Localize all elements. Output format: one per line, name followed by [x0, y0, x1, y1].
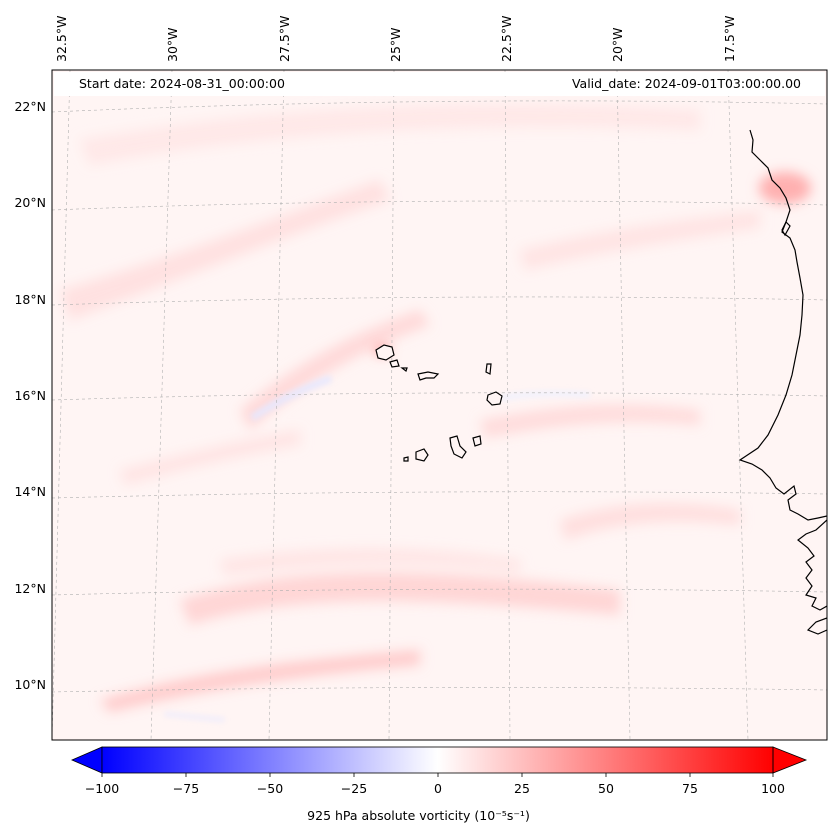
- colorbar-gradient: [102, 747, 773, 773]
- lat-label: 18°N: [14, 292, 46, 307]
- coastline: [738, 129, 827, 635]
- lat-label: 20°N: [14, 195, 46, 210]
- island-brava: [403, 456, 409, 462]
- island-santo-antao: [375, 344, 395, 361]
- colorbar-tick-label: 0: [434, 781, 442, 796]
- lat-label: 16°N: [14, 388, 46, 403]
- africa-coastline: [738, 129, 827, 635]
- lon-label: 27.5°W: [277, 16, 292, 62]
- colorbar-tick-label: 50: [598, 781, 614, 796]
- cape-verde-islands: [375, 344, 503, 462]
- latitude-labels: 22°N 20°N 18°N 16°N 14°N 12°N 10°N: [14, 99, 46, 692]
- vorticity-field-background: [52, 70, 827, 740]
- colorbar-tickmarks: [101, 773, 774, 777]
- valid-date-label: Valid_date: 2024-09-01T03:00:00.00: [571, 76, 801, 91]
- lat-label: 12°N: [14, 581, 46, 596]
- lon-label: 25°W: [388, 27, 403, 62]
- colorbar-tick-label: −100: [85, 781, 119, 796]
- island-maio: [472, 435, 482, 447]
- map-frame: [51, 69, 828, 741]
- colorbar: −100 −75 −50 −25 0 25 50 75 100: [70, 746, 808, 796]
- colorbar-tick-label: 25: [514, 781, 530, 796]
- lon-label: 32.5°W: [54, 16, 69, 62]
- lat-label: 22°N: [14, 99, 46, 114]
- colorbar-tick-label: 100: [761, 781, 785, 796]
- map-panel: [52, 70, 827, 740]
- colorbar-tick-label: −25: [341, 781, 367, 796]
- colorbar-min-extend: [70, 746, 103, 774]
- date-header-box: [54, 72, 825, 96]
- colorbar-max-extend: [772, 746, 808, 774]
- island-santiago: [449, 435, 467, 459]
- island-sao-nicolau: [417, 371, 440, 381]
- coastal-inlet: [781, 220, 791, 237]
- island-boa-vista: [486, 391, 503, 406]
- island-sal: [485, 363, 492, 375]
- map-gridlines: [52, 70, 827, 740]
- negative-vorticity-streaks: [164, 375, 590, 722]
- colorbar-outline: [101, 746, 774, 774]
- island-sao-vicente: [389, 359, 400, 368]
- longitude-labels: 32.5°W 30°W 27.5°W 25°W 22.5°W 20°W 17.5…: [54, 16, 737, 62]
- lon-label: 22.5°W: [499, 16, 514, 62]
- colorbar-tick-label: 75: [682, 781, 698, 796]
- island-santa-luzia: [400, 367, 408, 372]
- start-date-label: Start date: 2024-08-31_00:00:00: [79, 76, 285, 91]
- colorbar-tick-label: −75: [173, 781, 199, 796]
- colorbar-title: 925 hPa absolute vorticity (10⁻⁵s⁻¹): [307, 808, 530, 823]
- lon-label: 17.5°W: [722, 16, 737, 62]
- lon-label: 20°W: [610, 27, 625, 62]
- colorbar-tick-label: −50: [257, 781, 283, 796]
- lat-label: 10°N: [14, 677, 46, 692]
- lon-label: 30°W: [165, 27, 180, 62]
- vorticity-field: [60, 104, 760, 712]
- island-fogo: [415, 448, 429, 462]
- lat-label: 14°N: [14, 484, 46, 499]
